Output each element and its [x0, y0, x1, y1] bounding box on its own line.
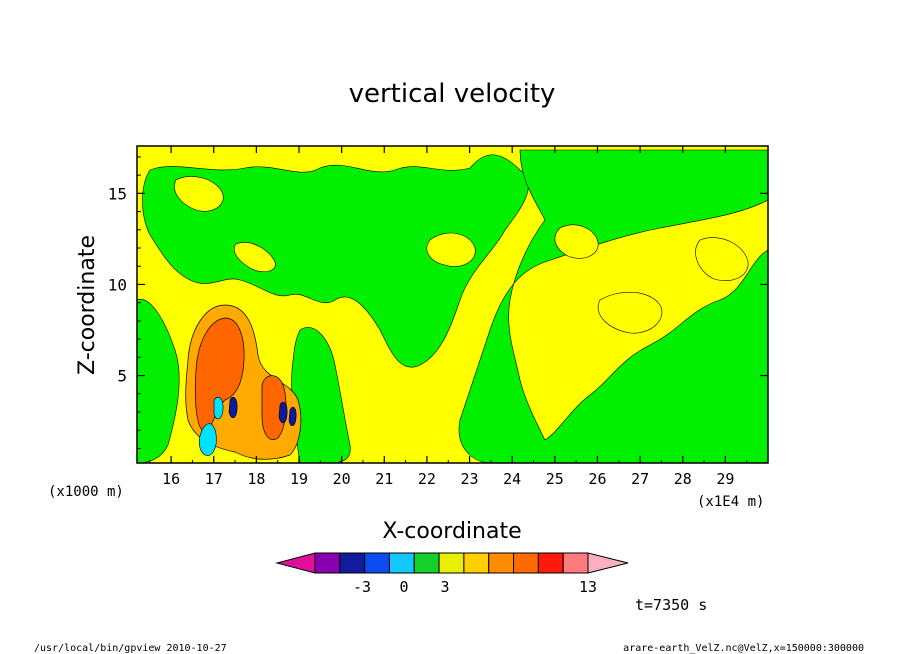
- downdraft-blue: [228, 397, 238, 419]
- yellow-island: [174, 176, 224, 212]
- y-tick-label: 5: [117, 367, 127, 386]
- x-tick-label: 16: [162, 470, 180, 488]
- colorbar-cell: [463, 552, 490, 574]
- x-axis: 16 17 18 19 20 21 22 23 24 25 26 27 28 29: [149, 146, 748, 488]
- colorbar-cell: [537, 552, 564, 574]
- green-region-mid: [291, 327, 351, 463]
- colorbar-cell: [438, 552, 465, 574]
- colorbar-cell: [339, 552, 366, 574]
- yellow-island: [233, 242, 276, 273]
- green-region-low: [137, 299, 180, 463]
- downdraft-blue: [278, 402, 288, 424]
- x-unit-right: (x1E4 m): [697, 494, 764, 510]
- footer-right: arare-earth_VelZ.nc@VelZ,x=150000:300000: [623, 643, 864, 654]
- yellow-island: [554, 224, 599, 259]
- y-tick-label: 10: [108, 275, 127, 294]
- downdraft-cyan: [213, 397, 224, 420]
- contour-field: [137, 146, 768, 463]
- x-axis-label: X-coordinate: [382, 519, 521, 544]
- colorbar-label: 0: [399, 578, 408, 596]
- colorbar-cell: [488, 552, 515, 574]
- y-axis: 5 10 15: [108, 156, 768, 449]
- colorbar-max-arrow: [587, 552, 629, 574]
- colorbar-cell: [513, 552, 539, 574]
- x-tick-label: 23: [461, 470, 479, 488]
- colorbar-cell: [388, 552, 415, 574]
- colorbar-label: 3: [440, 578, 449, 596]
- footer-left: /usr/local/bin/gpview 2010-10-27: [34, 643, 227, 654]
- colorbar-cell: [314, 552, 341, 574]
- x-tick-label: 21: [375, 470, 393, 488]
- colorbar-cell: [562, 552, 589, 574]
- colorbar-label: 13: [579, 578, 597, 596]
- x-tick-label: 20: [333, 470, 351, 488]
- time-label: t=7350 s: [635, 596, 707, 614]
- downdraft-blue: [288, 406, 297, 427]
- x-tick-label: 22: [418, 470, 436, 488]
- chart-title: vertical velocity: [349, 79, 556, 109]
- x-tick-label: 17: [205, 470, 223, 488]
- x-tick-label: 26: [588, 470, 606, 488]
- colorbar: -3 0 3 13: [275, 552, 629, 596]
- yellow-island: [695, 237, 749, 282]
- colorbar-min-arrow: [275, 552, 316, 574]
- green-region-right: [458, 149, 768, 463]
- x-tick-label: 19: [290, 470, 308, 488]
- x-tick-label: 27: [631, 470, 649, 488]
- downdraft-cyan: [198, 423, 217, 456]
- y-tick-label: 15: [108, 184, 127, 203]
- colorbar-cell: [364, 552, 390, 574]
- plot-frame: [136, 145, 769, 464]
- colorbar-cell: [413, 552, 440, 574]
- yellow-island: [597, 291, 663, 334]
- x-tick-label: 28: [674, 470, 692, 488]
- x-tick-label: 24: [503, 470, 521, 488]
- updraft-inner: [194, 317, 245, 433]
- y-axis-label: Z-coordinate: [75, 235, 100, 375]
- yellow-island: [426, 232, 476, 267]
- x-tick-label: 29: [716, 470, 734, 488]
- x-tick-label: 25: [546, 470, 564, 488]
- x-unit-left: (x1000 m): [48, 484, 124, 500]
- x-tick-label: 18: [247, 470, 265, 488]
- green-region-left: [142, 154, 529, 368]
- colorbar-label: -3: [353, 578, 371, 596]
